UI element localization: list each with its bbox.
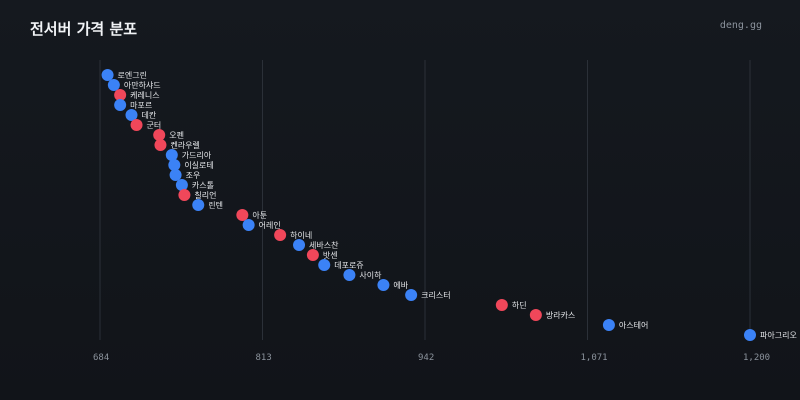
data-point[interactable] — [107, 79, 120, 91]
data-point[interactable] — [101, 69, 114, 81]
data-point[interactable] — [168, 159, 181, 171]
data-point[interactable] — [318, 259, 331, 271]
point-label: 군터 — [147, 121, 162, 130]
data-point[interactable] — [130, 119, 143, 131]
point-label: 카스톨 — [192, 181, 214, 190]
data-point[interactable] — [293, 239, 306, 251]
point-label: 이실로테 — [184, 160, 213, 170]
data-point[interactable] — [236, 209, 249, 221]
data-point[interactable] — [125, 109, 138, 121]
data-point[interactable] — [343, 269, 356, 281]
x-tick-label: 813 — [256, 353, 272, 363]
data-point[interactable] — [242, 219, 255, 231]
data-points: 로엔그린아만하샤드케레니스마포르데칸군터오펜켄라우렐가드리아이실로테조우카스톨칠… — [101, 69, 797, 341]
data-point[interactable] — [192, 199, 205, 211]
point-label: 조우 — [186, 171, 201, 180]
point-label: 파아그리오 — [760, 330, 797, 340]
data-point[interactable] — [153, 129, 166, 141]
chart-title: 전서버 가격 분포 — [30, 20, 138, 38]
data-point[interactable] — [405, 289, 418, 301]
data-point[interactable] — [169, 169, 182, 181]
data-point[interactable] — [154, 139, 167, 151]
point-label: 데칸 — [141, 110, 156, 120]
data-point[interactable] — [178, 189, 191, 201]
point-label: 데포로쥬 — [334, 261, 363, 270]
brand-label: deng.gg — [719, 20, 762, 31]
data-point[interactable] — [274, 229, 287, 241]
point-label: 아툰 — [252, 210, 267, 220]
data-point[interactable] — [744, 329, 756, 341]
point-label: 로엔그린 — [118, 70, 147, 80]
x-axis-ticks: 684 813 942 1,071 1,200 — [93, 353, 770, 363]
point-label: 하딘 — [512, 300, 527, 310]
x-tick-label: 1,071 — [581, 353, 608, 363]
data-point[interactable] — [602, 319, 615, 331]
point-label: 칠리언 — [194, 190, 216, 200]
data-point[interactable] — [306, 249, 319, 261]
data-point[interactable] — [165, 149, 178, 161]
data-point[interactable] — [529, 309, 542, 321]
point-label: 세바스찬 — [309, 240, 339, 250]
point-label: 켄라우렐 — [170, 140, 199, 150]
point-label: 케레니스 — [130, 90, 159, 100]
point-label: 아스테어 — [619, 320, 648, 330]
data-point[interactable] — [114, 89, 127, 101]
point-label: 린텐 — [208, 200, 223, 210]
data-point[interactable] — [175, 179, 188, 191]
grid-lines — [99, 60, 751, 340]
point-label: 크리스터 — [421, 291, 450, 300]
point-label: 밧센 — [323, 250, 338, 260]
point-label: 가드리아 — [182, 150, 212, 160]
x-tick-label: 684 — [93, 353, 109, 363]
point-label: 하이네 — [290, 230, 312, 240]
point-label: 어레인 — [259, 220, 281, 230]
x-tick-label: 942 — [418, 353, 434, 363]
data-point[interactable] — [495, 299, 508, 311]
point-label: 사이하 — [359, 270, 382, 280]
data-point[interactable] — [377, 279, 390, 291]
point-label: 에바 — [393, 280, 408, 290]
point-label: 마포르 — [130, 101, 152, 110]
x-tick-label: 1,200 — [743, 353, 770, 363]
point-label: 방라카스 — [546, 310, 575, 320]
point-label: 아만하샤드 — [124, 80, 161, 90]
point-label: 오펜 — [169, 131, 184, 140]
data-point[interactable] — [114, 99, 127, 111]
